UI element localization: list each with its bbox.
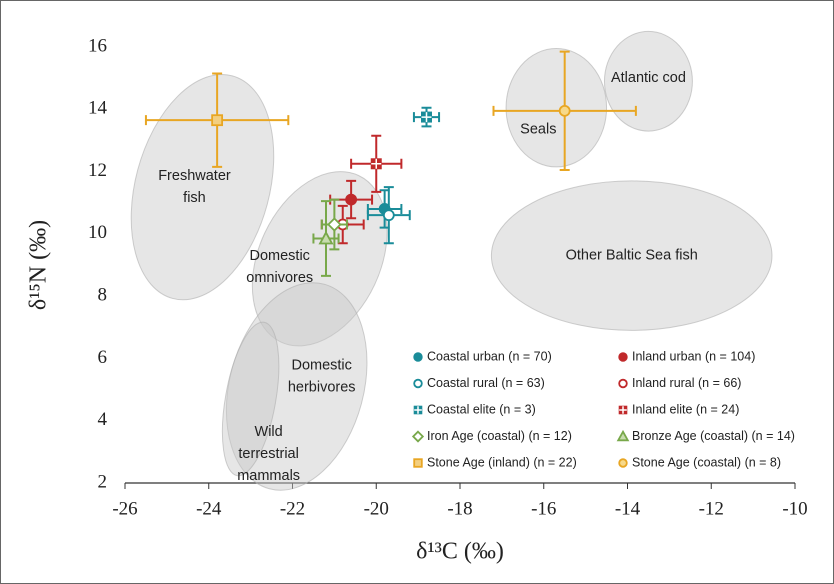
region-label-line: terrestrial <box>238 446 298 462</box>
region-label-line: Domestic <box>250 248 310 264</box>
region-label: Domestic omnivores <box>246 248 313 286</box>
marker-cross <box>619 406 627 414</box>
y-axis-label: δ¹⁵N (‰) <box>26 220 52 310</box>
region-label-line: fish <box>183 190 206 206</box>
x-tick-label: -26 <box>112 498 137 519</box>
point <box>345 193 358 206</box>
marker-cross <box>414 406 422 414</box>
legend-label: Inland elite (n = 24) <box>632 402 739 416</box>
x-tick-label: -18 <box>447 498 472 519</box>
point <box>370 158 382 170</box>
x-tick-label: -14 <box>615 498 641 519</box>
x-tick-label: -22 <box>280 498 305 519</box>
region-label-line: Wild <box>255 424 283 440</box>
legend-marker <box>411 430 425 443</box>
legend-label: Bronze Age (coastal) (n = 14) <box>632 429 795 443</box>
y-tick-label: 2 <box>98 471 108 492</box>
x-tick-label: -20 <box>364 498 389 519</box>
region-label: Domestic herbivores <box>288 357 356 395</box>
x-axis-label: δ¹³C (‰) <box>416 539 504 565</box>
legend-marker <box>413 378 423 389</box>
legend-marker <box>413 352 423 362</box>
y-tick-label: 12 <box>88 160 107 181</box>
marker-cross <box>371 158 382 169</box>
legend-marker <box>616 429 630 442</box>
point <box>327 217 342 232</box>
legend-label: Stone Age (coastal) (n = 8) <box>632 455 781 469</box>
legend-marker <box>618 352 628 362</box>
legend-label: Stone Age (inland) (n = 22) <box>427 455 577 469</box>
x-tick-label: -10 <box>782 498 807 519</box>
x-tick-label: -16 <box>531 498 556 519</box>
region-label: Freshwater fish <box>158 168 231 206</box>
region-label-line: mammals <box>237 468 300 484</box>
legend-label: Coastal elite (n = 3) <box>427 402 536 416</box>
legend-label: Iron Age (coastal) (n = 12) <box>427 429 572 443</box>
region-label-line: Freshwater <box>158 168 231 184</box>
region-label: Seals <box>520 122 556 138</box>
legend-marker <box>413 405 423 415</box>
region-label-line: Domestic <box>291 357 351 373</box>
legend-label: Coastal urban (n = 70) <box>427 349 552 363</box>
region <box>603 30 693 132</box>
legend-marker <box>618 378 628 389</box>
y-tick-label: 6 <box>98 347 108 368</box>
region <box>130 73 275 301</box>
legend-marker <box>618 405 628 415</box>
region-label: Wild terrestrial mammals <box>237 424 300 484</box>
region-label: Atlantic cod <box>611 70 686 86</box>
region <box>221 321 280 477</box>
legend-label: Inland urban (n = 104) <box>632 349 755 363</box>
region <box>251 171 388 347</box>
legend-marker <box>618 458 628 468</box>
x-tick-label: -24 <box>196 498 222 519</box>
x-tick-label: -12 <box>699 498 724 519</box>
region <box>505 48 608 168</box>
y-tick-label: 14 <box>88 98 108 119</box>
y-tick-label: 4 <box>98 409 108 430</box>
y-tick-label: 16 <box>88 35 107 56</box>
point <box>211 114 224 127</box>
legend-label: Coastal rural (n = 63) <box>427 376 545 390</box>
y-tick-label: 10 <box>88 222 107 243</box>
marker-cross <box>421 112 432 123</box>
point <box>421 111 432 123</box>
region-label-line: herbivores <box>288 379 356 395</box>
region <box>490 180 773 331</box>
region-label: Other Baltic Sea fish <box>566 247 698 263</box>
legend-marker <box>413 458 423 468</box>
y-tick-label: 8 <box>98 285 108 306</box>
point <box>382 209 395 222</box>
legend-label: Inland rural (n = 66) <box>632 376 741 390</box>
point <box>558 104 571 117</box>
point <box>318 230 334 245</box>
region-label-line: omnivores <box>246 270 313 286</box>
